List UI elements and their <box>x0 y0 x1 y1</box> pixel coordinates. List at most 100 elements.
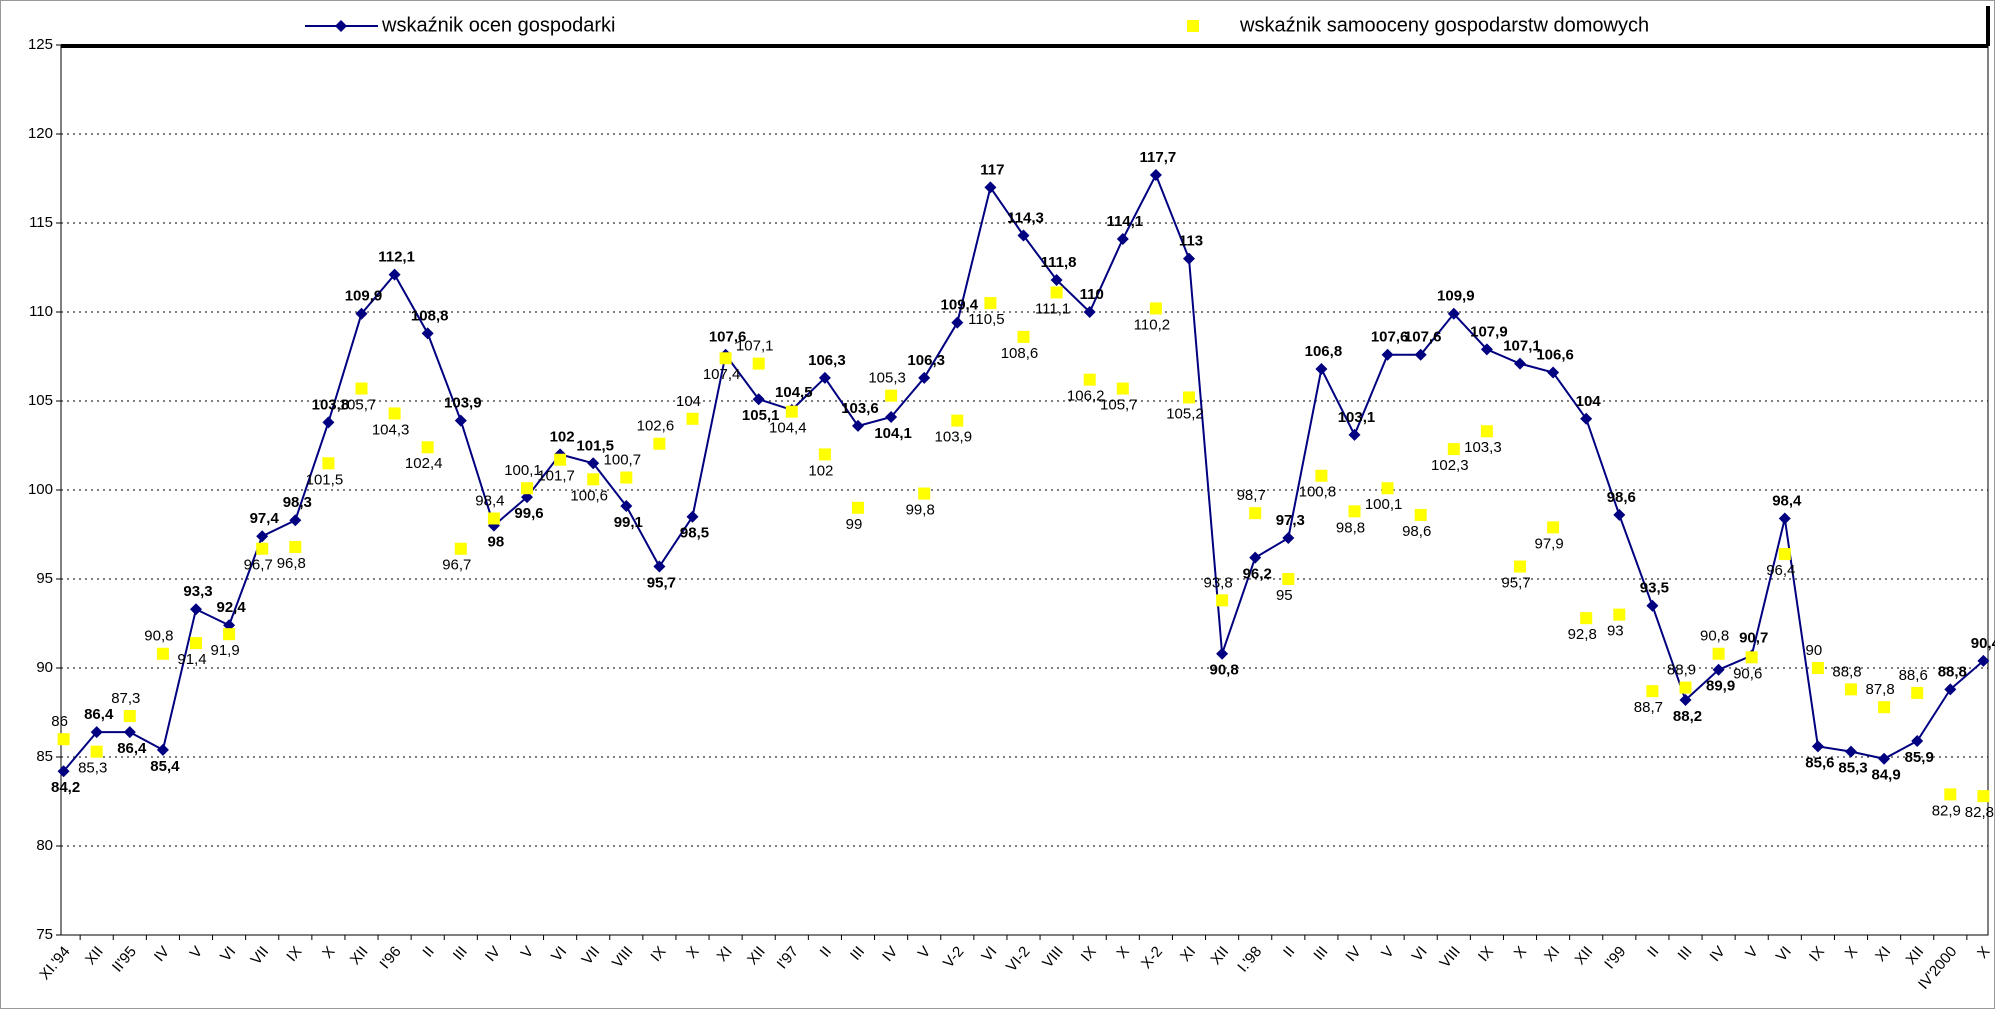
y-tick-label: 100 <box>28 481 53 498</box>
marker <box>1845 683 1857 696</box>
marker <box>752 393 765 406</box>
data-label: 86,4 <box>117 740 147 757</box>
data-label: 103,6 <box>841 400 879 417</box>
data-label: 88,6 <box>1899 667 1928 684</box>
marker <box>984 181 997 194</box>
marker <box>1348 428 1361 441</box>
data-label: 105,7 <box>339 397 377 414</box>
data-label: 107,6 <box>1371 329 1409 346</box>
data-label: 104,1 <box>874 425 912 442</box>
data-label: 103,3 <box>1464 439 1502 456</box>
marker <box>289 540 302 553</box>
data-label: 98,6 <box>1402 523 1431 540</box>
data-label: 110,2 <box>1134 316 1170 333</box>
marker <box>653 437 666 450</box>
marker <box>1613 608 1626 621</box>
data-label: 102,4 <box>405 455 443 472</box>
marker <box>1447 443 1460 456</box>
data-label: 109,9 <box>1437 288 1475 305</box>
data-label: 106,3 <box>808 352 846 369</box>
marker <box>1315 469 1328 482</box>
data-label: 109,4 <box>941 297 979 314</box>
data-label: 100,7 <box>604 452 642 469</box>
marker <box>1944 788 1957 801</box>
marker <box>521 482 533 495</box>
data-label: 85,9 <box>1905 749 1934 766</box>
data-label: 98 <box>488 534 505 551</box>
y-tick-label: 75 <box>36 926 53 943</box>
data-label: 104,3 <box>372 421 410 438</box>
marker <box>57 733 70 746</box>
marker <box>1149 168 1162 181</box>
marker <box>686 412 699 425</box>
marker <box>322 457 335 470</box>
marker <box>1249 507 1262 520</box>
marker <box>587 457 600 470</box>
marker <box>852 501 864 514</box>
data-label: 107,6 <box>1404 329 1442 346</box>
marker <box>90 745 103 758</box>
data-label: 85,6 <box>1805 754 1834 771</box>
data-label: 102 <box>550 428 575 445</box>
y-tick-label: 125 <box>28 36 53 53</box>
data-label: 95 <box>1276 587 1293 604</box>
legend-marker <box>335 20 347 32</box>
marker <box>1249 551 1262 564</box>
marker <box>1447 307 1460 320</box>
data-label: 98,6 <box>1607 489 1636 506</box>
data-label: 82,8 <box>1965 804 1994 821</box>
data-label: 108,8 <box>411 307 449 324</box>
marker <box>1878 752 1891 765</box>
data-label: 109,9 <box>345 288 383 305</box>
data-label: 98,7 <box>1237 487 1266 504</box>
data-label: 106,3 <box>907 352 945 369</box>
marker <box>1414 348 1427 361</box>
marker <box>1282 532 1295 545</box>
marker <box>1216 594 1229 607</box>
marker <box>1381 482 1394 495</box>
data-label: 111,8 <box>1041 254 1077 271</box>
marker <box>1712 663 1725 676</box>
y-tick-label: 120 <box>28 125 53 142</box>
marker <box>1183 391 1195 404</box>
legend-label: wskaźnik samooceny gospodarstw domowych <box>1239 14 1649 36</box>
marker <box>256 530 269 543</box>
marker <box>719 352 732 365</box>
data-label: 98,4 <box>1772 492 1802 509</box>
marker <box>421 441 434 454</box>
marker <box>1083 373 1096 386</box>
marker <box>1480 343 1493 356</box>
marker <box>620 471 633 484</box>
marker <box>487 512 500 525</box>
data-label: 117,7 <box>1140 149 1177 166</box>
data-label: 88,2 <box>1673 708 1702 725</box>
data-label: 95,7 <box>1501 575 1530 592</box>
y-tick-label: 105 <box>28 392 53 409</box>
data-label: 82,9 <box>1932 802 1961 819</box>
data-label: 114,1 <box>1106 213 1143 230</box>
data-label: 85,3 <box>1838 760 1867 777</box>
data-label: 101,5 <box>306 471 344 488</box>
data-label: 103,9 <box>935 429 973 446</box>
data-label: 108,6 <box>1001 345 1039 362</box>
marker <box>554 453 567 466</box>
marker <box>1381 348 1394 361</box>
y-tick-label: 110 <box>29 303 53 320</box>
data-label: 104,5 <box>775 384 813 401</box>
marker <box>620 500 633 513</box>
marker <box>1679 681 1692 694</box>
data-label: 110 <box>1080 286 1104 303</box>
data-label: 98,5 <box>680 525 709 542</box>
plot-area <box>60 44 1989 936</box>
data-label: 85,3 <box>78 760 107 777</box>
legend: wskaźnik ocen gospodarki wskaźnik samooce… <box>61 6 1990 48</box>
marker <box>1712 647 1725 660</box>
data-label: 98,3 <box>283 494 312 511</box>
data-label: 106,8 <box>1305 343 1343 360</box>
marker <box>951 414 964 427</box>
data-label: 107,1 <box>736 338 774 355</box>
marker <box>818 371 831 384</box>
data-label: 90,6 <box>1733 665 1762 682</box>
data-label: 100,8 <box>1299 484 1337 501</box>
marker <box>1183 252 1195 265</box>
